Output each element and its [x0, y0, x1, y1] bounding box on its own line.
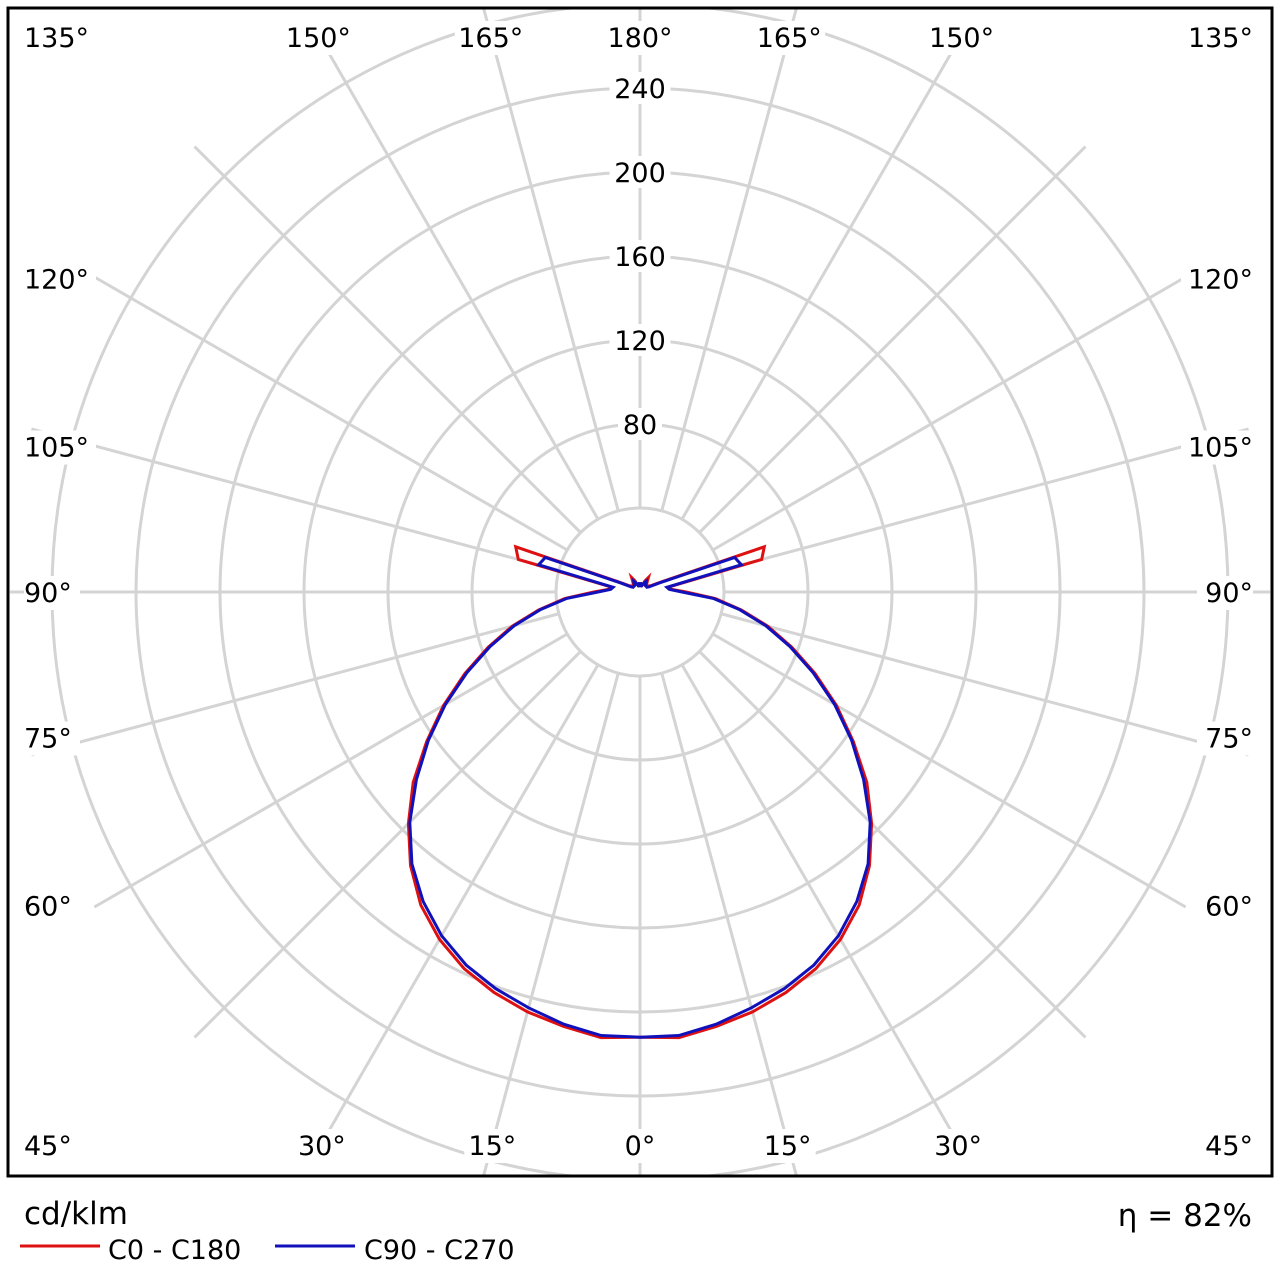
angle-label-bg: [24, 889, 80, 924]
angle-tick-label: 60°: [1205, 892, 1253, 923]
grid-spoke: [323, 663, 600, 1139]
angle-tick-label: 90°: [1205, 578, 1253, 609]
angle-tick-label: 105°: [24, 433, 89, 464]
angle-label-bg: [1181, 262, 1253, 297]
radial-label-bg: [609, 240, 671, 272]
angle-label-bg: [24, 430, 96, 465]
angle-label-bg: [759, 1129, 816, 1163]
angle-tick-label: 135°: [24, 23, 89, 54]
radial-label-bg: [609, 72, 671, 104]
angle-label-bg: [282, 21, 355, 55]
angle-label-bg: [24, 21, 96, 55]
angle-label-bg: [464, 1129, 521, 1163]
radial-tick-labels: 80 120 160 200 240: [609, 72, 671, 441]
angle-label-bg: [620, 1129, 660, 1163]
angle-tick-label: 90°: [24, 578, 72, 609]
angle-label-bg: [24, 576, 80, 610]
angle-tick-label: 165°: [757, 23, 822, 54]
angle-label-bg: [454, 21, 527, 55]
grid-spoke: [193, 650, 582, 1039]
grid-spoke: [323, 45, 600, 521]
angle-tick-label: 150°: [286, 23, 351, 54]
angle-tick-label: 150°: [929, 23, 994, 54]
angle-tick-label: 30°: [298, 1131, 346, 1162]
grid-spoke: [93, 632, 569, 909]
angle-tick-label: 45°: [1205, 1131, 1253, 1162]
angle-tick-label: 105°: [1188, 433, 1253, 464]
grid-spoke: [31, 427, 560, 572]
grid-spoke: [93, 275, 569, 552]
angle-label-bg: [1181, 430, 1253, 465]
plot-frame: [6, 6, 1274, 1178]
radial-label-bg: [618, 408, 662, 440]
angle-label-bg: [604, 21, 676, 55]
angle-tick-label: 135°: [1188, 23, 1253, 54]
radial-tick-label: 240: [614, 74, 666, 105]
grid-spoke: [720, 612, 1249, 757]
grid-spoke: [698, 650, 1087, 1039]
angle-label-bg: [753, 21, 826, 55]
grid-spoke: [193, 145, 582, 534]
angle-label-bg: [24, 1129, 80, 1163]
grid-spoke: [711, 632, 1187, 909]
angle-label-bg: [930, 1129, 987, 1163]
angle-label-bg: [1197, 1129, 1253, 1163]
legend: C0 - C180 C90 - C270: [20, 1235, 515, 1266]
grid-spoke: [680, 663, 957, 1139]
angle-label-bg: [293, 1129, 350, 1163]
radial-tick-label: 160: [614, 242, 666, 273]
angle-tick-label: 0°: [625, 1131, 656, 1162]
radial-tick-label: 120: [614, 326, 666, 357]
angle-tick-label: 15°: [764, 1131, 812, 1162]
intensity-curves: [406, 544, 874, 1040]
grid-spoke: [31, 612, 560, 757]
angle-tick-label: 30°: [934, 1131, 982, 1162]
angle-label-bg: [925, 21, 998, 55]
angle-label-bg: [1197, 721, 1253, 756]
angle-tick-label: 180°: [607, 23, 672, 54]
radial-tick-label: 80: [623, 410, 657, 441]
angle-tick-label: 120°: [1188, 264, 1253, 295]
grid-spoke: [481, 8, 620, 512]
legend-label-c90-c270: C90 - C270: [364, 1235, 515, 1266]
efficiency-label: η = 82%: [1118, 1198, 1252, 1234]
angle-label-bg: [1181, 21, 1253, 55]
grid-spoke: [711, 275, 1187, 552]
angle-tick-labels: 0° 15° 30° 45° 60° 75° 90° 105° 120° 135° 150° 165°…: [24, 21, 1253, 1163]
grid-spoke: [660, 8, 799, 512]
angle-label-bg: [1197, 889, 1253, 924]
unit-label: cd/klm: [24, 1196, 128, 1232]
angle-tick-label: 15°: [468, 1131, 516, 1162]
angle-tick-label: 75°: [24, 723, 72, 754]
grid-spoke: [660, 672, 799, 1176]
series-line-c90-c270: [408, 555, 872, 1039]
angle-label-bg: [1197, 576, 1253, 610]
grid-spoke: [680, 45, 957, 521]
grid-spoke: [698, 145, 1087, 534]
legend-label-c0-c180: C0 - C180: [108, 1235, 241, 1266]
angle-tick-label: 45°: [24, 1131, 72, 1162]
angle-tick-label: 60°: [24, 892, 72, 923]
angle-tick-label: 75°: [1205, 723, 1253, 754]
angle-label-bg: [24, 721, 80, 756]
angle-tick-label: 165°: [458, 23, 523, 54]
radial-label-bg: [609, 156, 671, 188]
radial-tick-label: 200: [614, 158, 666, 189]
grid-spoke: [481, 672, 620, 1176]
grid-spoke: [720, 427, 1249, 572]
angle-label-bg: [24, 262, 96, 297]
radial-label-bg: [609, 324, 671, 356]
angle-tick-label: 120°: [24, 264, 89, 295]
